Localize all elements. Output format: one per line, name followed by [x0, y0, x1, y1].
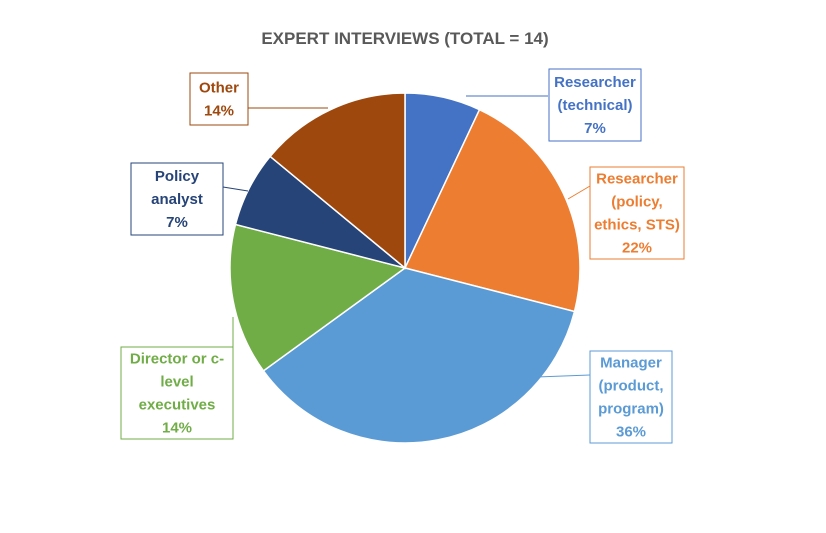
label-box-4: [130, 162, 224, 236]
slice-category-label-1: Researcher: [596, 171, 678, 188]
label-box-1: [589, 166, 685, 260]
leader-lines: [222, 95, 591, 379]
slice-category-label-4: analyst: [151, 191, 203, 208]
slice-percent-label-4: 7%: [166, 214, 188, 231]
slice-category-label-3: Director or c-: [130, 351, 224, 368]
slice-category-label-1: ethics, STS): [594, 217, 680, 234]
pie-slice-3: [229, 223, 407, 372]
slice-category-label-2: (product,: [599, 378, 664, 395]
leader-line-1: [567, 185, 591, 200]
slice-category-label-4: Policy: [155, 168, 200, 185]
slice-percent-label-1: 22%: [622, 240, 652, 257]
label-box-5: [189, 72, 249, 126]
leader-line-2: [509, 374, 591, 379]
slice-category-label-3: level: [160, 374, 193, 391]
slice-category-label-0: Researcher: [554, 74, 636, 91]
leader-line-4: [222, 186, 249, 192]
pie-slice-1: [403, 108, 581, 313]
label-box-2: [589, 350, 673, 444]
slice-category-label-2: Manager: [600, 355, 662, 372]
slice-category-label-3: executives: [139, 397, 216, 414]
slice-category-label-1: (policy,: [611, 194, 662, 211]
pie-slice-2: [262, 267, 576, 444]
slice-percent-label-5: 14%: [204, 103, 234, 120]
slice-percent-label-3: 14%: [162, 420, 192, 437]
slice-percent-label-2: 36%: [616, 424, 646, 441]
slice-category-label-0: (technical): [557, 97, 632, 114]
slice-labels: Researcher (technical) 7% Researcher (policy…: [120, 68, 685, 444]
chart-title: EXPERT INTERVIEWS (TOTAL = 14): [261, 29, 548, 48]
pie-slice-5: [269, 92, 406, 270]
slice-category-label-5: Other: [199, 80, 239, 97]
pie-slices: [229, 92, 581, 444]
label-box-3: [120, 346, 234, 440]
label-box-0: [548, 68, 642, 142]
slice-category-label-2: program): [598, 401, 664, 418]
slice-percent-label-0: 7%: [584, 120, 606, 137]
